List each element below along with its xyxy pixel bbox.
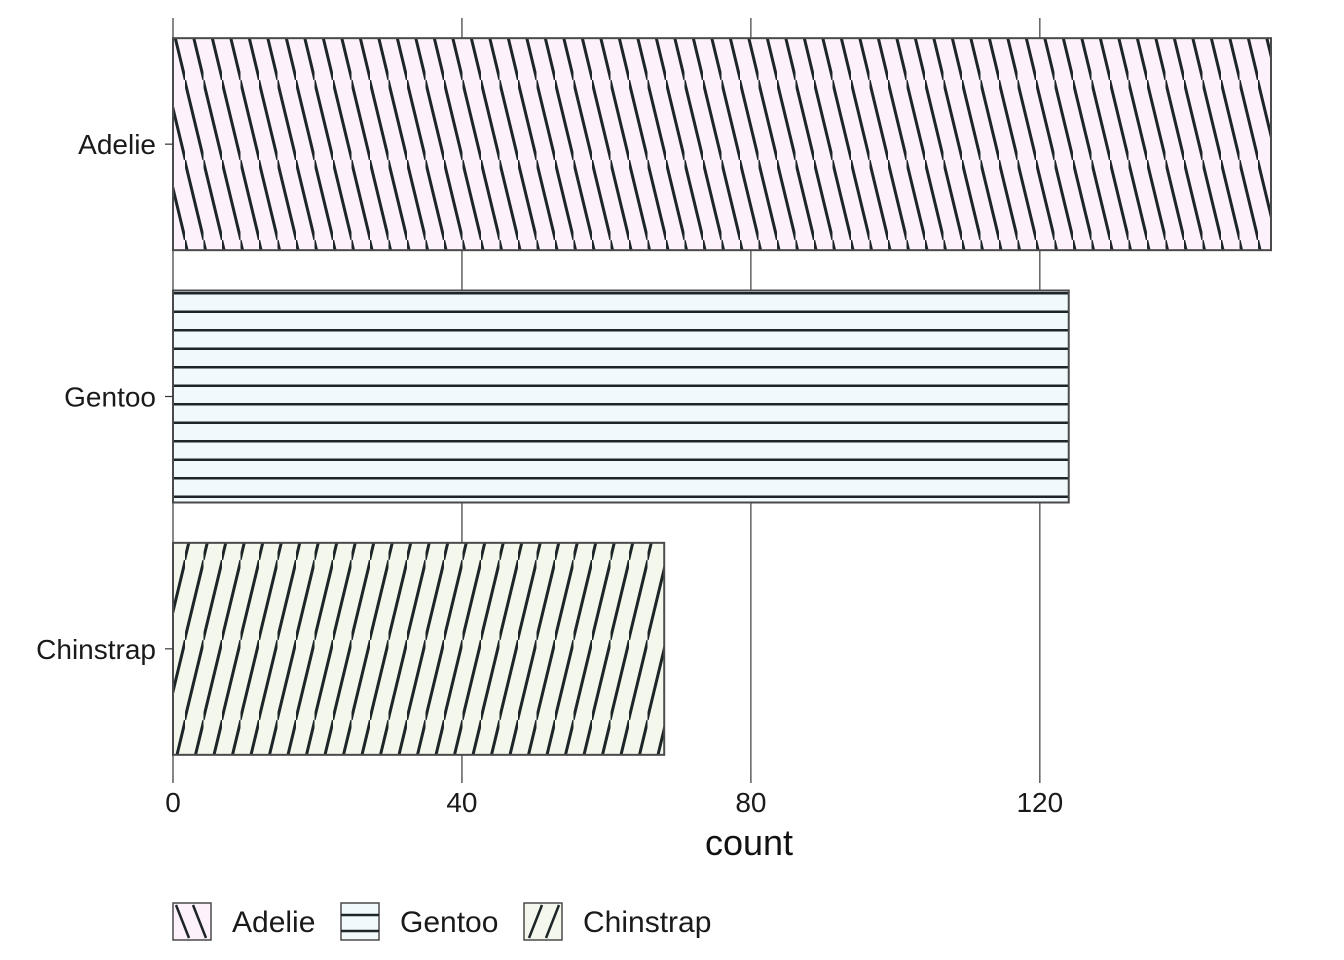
legend-label-chinstrap: Chinstrap: [583, 906, 711, 939]
y-axis: Adelie Gentoo Chinstrap: [36, 129, 173, 665]
x-tick-label-80: 80: [735, 787, 766, 818]
y-tick-label-gentoo: Gentoo: [64, 382, 156, 413]
bars: [172, 37, 1272, 756]
y-tick-label-adelie: Adelie: [78, 129, 156, 160]
x-tick-label-120: 120: [1016, 787, 1063, 818]
legend-item-adelie: Adelie: [172, 902, 315, 941]
bar-adelie: [172, 37, 1272, 252]
legend: Adelie Gentoo Chinstrap: [172, 902, 711, 941]
legend-label-adelie: Adelie: [232, 906, 315, 939]
bar-chinstrap: [172, 541, 666, 756]
x-tick-label-40: 40: [446, 787, 477, 818]
legend-key-gentoo: [340, 902, 380, 941]
x-axis: 0 40 80 120: [165, 775, 1063, 818]
x-axis-title: count: [705, 822, 793, 863]
bar-gentoo: [172, 289, 1070, 504]
legend-item-chinstrap: Chinstrap: [523, 902, 711, 941]
y-tick-label-chinstrap: Chinstrap: [36, 634, 156, 665]
x-tick-label-0: 0: [165, 787, 181, 818]
legend-label-gentoo: Gentoo: [400, 906, 498, 939]
legend-item-gentoo: Gentoo: [340, 902, 498, 941]
